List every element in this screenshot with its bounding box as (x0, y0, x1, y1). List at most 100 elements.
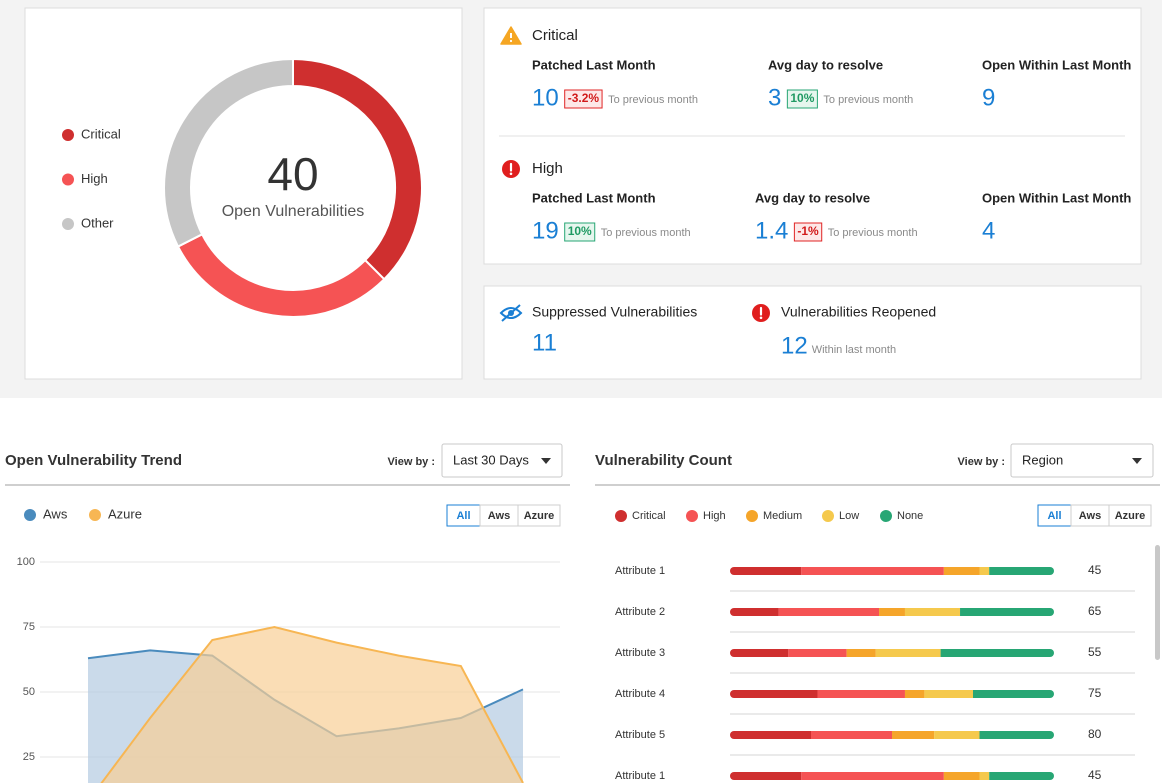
panel-title: Open Vulnerability Trend (5, 452, 182, 469)
total-count: 40 (267, 148, 318, 200)
total-label: Open Vulnerabilities (222, 203, 365, 220)
legend-label: None (897, 510, 923, 522)
bar-segment (801, 772, 944, 780)
legend-swatch (880, 510, 892, 522)
dropdown-value: Last 30 Days (453, 452, 529, 467)
warning-icon (509, 39, 513, 43)
filter-button-label: Aws (1079, 510, 1101, 522)
change-badge (793, 222, 823, 242)
bar-segment (892, 731, 935, 739)
bar-segment (960, 608, 1054, 616)
dropdown-caret[interactable] (541, 458, 551, 464)
alert-title: Critical (532, 27, 578, 44)
bar-segment (817, 690, 905, 698)
eye-slash-icon (501, 304, 521, 322)
dropdown[interactable] (441, 443, 563, 478)
legend-swatch (686, 510, 698, 522)
summary-note: Within last month (812, 344, 896, 356)
filter-button[interactable] (517, 504, 561, 527)
stat-label: Patched Last Month (532, 190, 656, 205)
legend-label: Other (81, 215, 114, 230)
filter-button-label: Azure (1115, 510, 1146, 522)
bar-segment (788, 649, 847, 657)
filter-button[interactable] (1108, 504, 1152, 527)
legend-swatch (62, 218, 74, 230)
y-tick-label: 75 (23, 621, 35, 633)
bar-segment (730, 690, 818, 698)
legend-swatch (746, 510, 758, 522)
change-note: To previous month (823, 94, 913, 106)
row-total: 55 (1088, 645, 1102, 659)
legend-swatch (62, 173, 74, 186)
change-note: To previous month (828, 227, 918, 239)
bar-row (730, 649, 1054, 657)
legend-label: Medium (763, 510, 802, 522)
legend-label: High (703, 510, 726, 522)
stat-value: 9 (982, 84, 995, 111)
bar-segment (904, 608, 961, 616)
change-value: -3.2% (568, 91, 600, 105)
row-label: Attribute 4 (615, 688, 665, 700)
legend-label: Critical (81, 126, 121, 141)
dropdown-value: Region (1022, 452, 1063, 467)
row-label: Attribute 1 (615, 565, 665, 577)
summary-value: 11 (532, 329, 557, 356)
error-icon (509, 172, 513, 176)
change-value: 10% (568, 224, 592, 238)
dropdown[interactable] (1010, 443, 1154, 478)
legend-label: Low (839, 510, 859, 522)
row-label: Attribute 5 (615, 729, 665, 741)
row-total: 65 (1088, 604, 1102, 618)
area-line (100, 625, 524, 783)
legend-swatch (89, 509, 101, 521)
bar-segment (940, 649, 1054, 657)
row-total: 45 (1088, 563, 1102, 577)
bar-segment (879, 608, 905, 616)
bar-segment (973, 690, 1054, 698)
stat-value: 4 (982, 217, 995, 244)
y-tick-label: 25 (23, 751, 35, 763)
stat-label: Open Within Last Month (982, 190, 1131, 205)
panel-title: Vulnerability Count (595, 452, 732, 469)
filter-button-label: All (1047, 510, 1061, 522)
donut-segment (163, 57, 294, 248)
stat-label: Open Within Last Month (982, 57, 1131, 72)
view-by-label: View by : (388, 456, 435, 468)
filter-button-label: Aws (488, 510, 510, 522)
bar-row (730, 690, 1054, 698)
bar-segment (943, 567, 980, 575)
bar-segment (904, 690, 925, 698)
stat-label: Avg day to resolve (755, 190, 870, 205)
bar-row (730, 567, 1054, 575)
stat-value: 3 (768, 84, 781, 111)
bar-row (730, 608, 1054, 616)
summary-card (483, 285, 1142, 380)
bar-segment (730, 731, 811, 739)
change-badge (564, 89, 603, 109)
bar-segment (730, 649, 789, 657)
bar-segment (875, 649, 941, 657)
change-badge (786, 89, 818, 109)
stat-value: 10 (532, 84, 559, 111)
stat-label: Avg day to resolve (768, 57, 883, 72)
row-total: 45 (1088, 768, 1102, 782)
y-tick-label: 50 (23, 686, 35, 698)
summary-label: Vulnerabilities Reopened (781, 304, 936, 320)
bar-segment (730, 567, 802, 575)
legend-label: Critical (632, 510, 666, 522)
bar-segment (811, 731, 892, 739)
scrollbar[interactable] (1155, 545, 1160, 660)
legend-swatch (24, 509, 36, 521)
area-fill (101, 627, 523, 783)
legend-label: Aws (43, 506, 68, 521)
filter-button-label: Azure (524, 510, 555, 522)
dropdown-caret[interactable] (1132, 458, 1142, 464)
change-value: 10% (790, 91, 814, 105)
stat-label: Patched Last Month (532, 57, 656, 72)
change-value: -1% (797, 224, 819, 238)
error-icon (759, 316, 763, 320)
bar-segment (846, 649, 876, 657)
bar-segment (979, 567, 990, 575)
bar-segment (924, 690, 973, 698)
change-badge (564, 222, 596, 242)
